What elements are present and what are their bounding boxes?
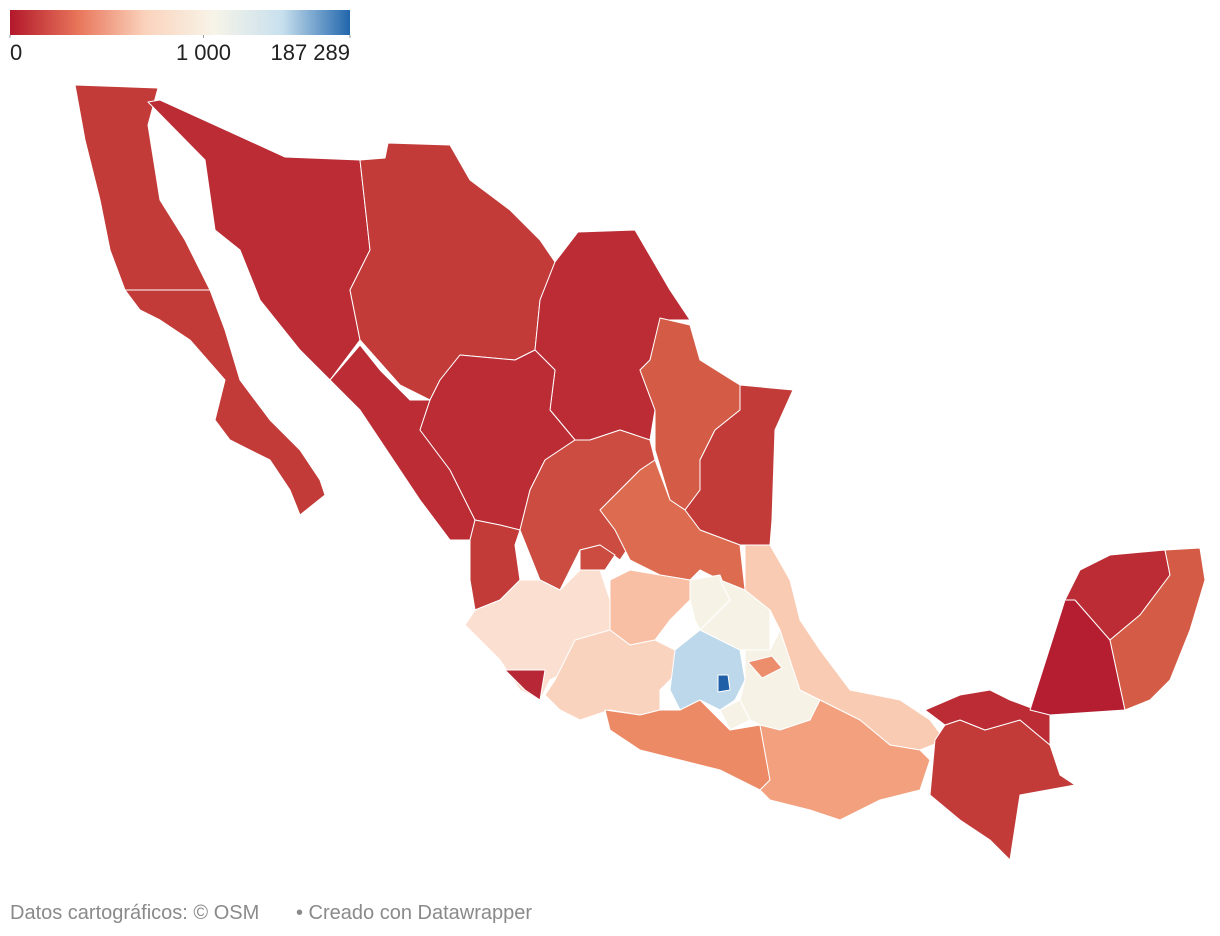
state <box>929 719 1076 861</box>
footer-source: Datos cartográficos: © OSM <box>10 902 259 924</box>
state <box>609 569 691 646</box>
legend-tick-label: 1 000 <box>176 40 231 65</box>
state <box>579 544 616 571</box>
footer-credit: • Creado con Datawrapper <box>296 902 532 924</box>
state <box>717 674 731 693</box>
state <box>1109 547 1206 711</box>
legend-tick-label: 0 <box>10 40 22 65</box>
state <box>747 655 783 679</box>
legend-gradient <box>10 10 350 35</box>
legend-tick-label: 187 289 <box>270 40 350 65</box>
state <box>504 669 546 701</box>
legend-ticks: 0 1 000 187 289 <box>9 35 351 65</box>
state <box>759 699 931 821</box>
state <box>147 99 371 381</box>
state <box>469 519 521 611</box>
state <box>924 689 1051 746</box>
state <box>124 289 326 516</box>
states <box>74 84 1206 861</box>
